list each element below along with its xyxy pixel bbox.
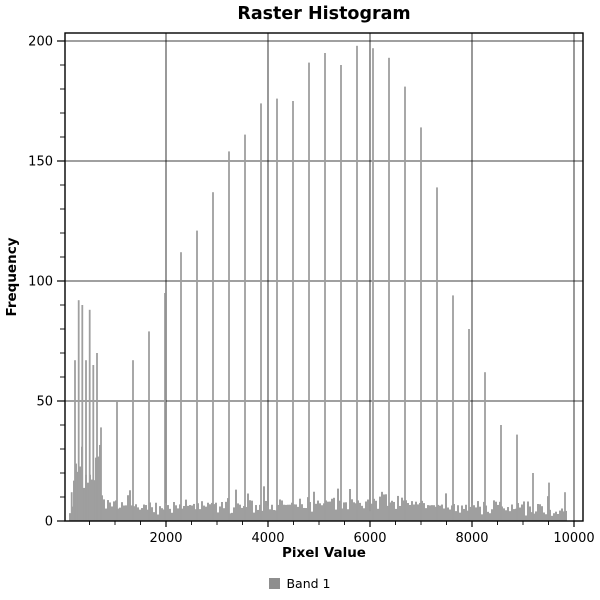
tick-labels: 2000 4000 6000 8000 10000 0 50 100 150 200 [28, 35, 595, 547]
plot-border [64, 32, 584, 522]
legend-label: Band 1 [286, 575, 331, 591]
svg-text:150: 150 [28, 155, 53, 170]
chart-title: Raster Histogram [237, 4, 411, 24]
x-axis-label: Pixel Value [282, 545, 366, 561]
svg-text:2000: 2000 [149, 531, 182, 546]
svg-text:8000: 8000 [455, 531, 488, 546]
legend: Band 1 [0, 574, 600, 592]
svg-text:4000: 4000 [251, 531, 284, 546]
svg-text:100: 100 [28, 275, 53, 290]
legend-swatch-icon [269, 577, 281, 589]
svg-text:10000: 10000 [553, 531, 594, 546]
svg-text:50: 50 [36, 395, 53, 410]
svg-text:0: 0 [45, 515, 53, 530]
svg-text:200: 200 [28, 35, 53, 50]
svg-text:6000: 6000 [353, 531, 386, 546]
histogram-bars [69, 45, 567, 522]
